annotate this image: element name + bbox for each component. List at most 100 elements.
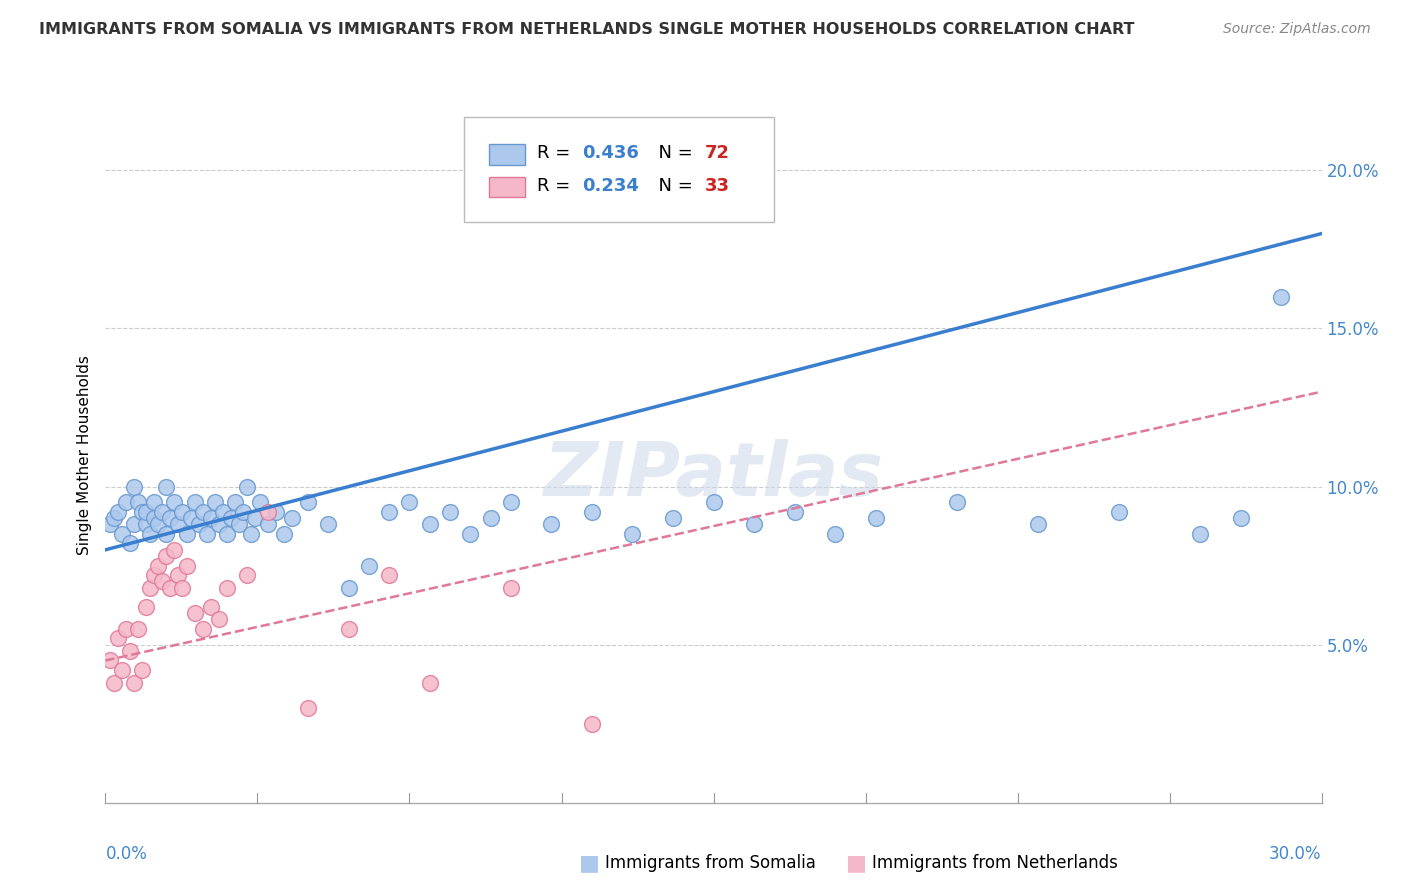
FancyBboxPatch shape — [488, 177, 524, 197]
Point — [183, 606, 205, 620]
Point — [273, 527, 295, 541]
Point — [281, 511, 304, 525]
Point — [212, 505, 235, 519]
Point — [172, 505, 194, 519]
Point — [103, 675, 125, 690]
Point — [167, 517, 190, 532]
Point — [122, 517, 145, 532]
Point — [702, 495, 725, 509]
Point — [118, 536, 141, 550]
Point — [150, 505, 173, 519]
Text: ■: ■ — [846, 854, 868, 873]
Point — [1108, 505, 1130, 519]
Point — [107, 632, 129, 646]
Point — [159, 581, 181, 595]
Point — [581, 505, 603, 519]
Y-axis label: Single Mother Households: Single Mother Households — [76, 355, 91, 555]
Point — [337, 581, 360, 595]
Point — [204, 495, 226, 509]
Point — [176, 527, 198, 541]
Point — [540, 517, 562, 532]
Point — [139, 581, 162, 595]
Point — [159, 511, 181, 525]
Point — [398, 495, 420, 509]
Text: N =: N = — [647, 177, 699, 194]
Point — [122, 675, 145, 690]
Point — [114, 622, 136, 636]
Point — [143, 511, 166, 525]
Point — [256, 517, 278, 532]
Point — [824, 527, 846, 541]
FancyBboxPatch shape — [464, 118, 775, 222]
Point — [217, 581, 239, 595]
Point — [232, 505, 254, 519]
Text: Immigrants from Netherlands: Immigrants from Netherlands — [872, 855, 1118, 872]
Point — [163, 495, 186, 509]
Point — [249, 495, 271, 509]
Point — [180, 511, 202, 525]
Point — [419, 675, 441, 690]
Point — [118, 644, 141, 658]
Text: IMMIGRANTS FROM SOMALIA VS IMMIGRANTS FROM NETHERLANDS SINGLE MOTHER HOUSEHOLDS : IMMIGRANTS FROM SOMALIA VS IMMIGRANTS FR… — [39, 22, 1135, 37]
Point — [208, 612, 231, 626]
Text: 0.0%: 0.0% — [105, 845, 148, 863]
Text: R =: R = — [537, 144, 576, 162]
Point — [131, 663, 153, 677]
Point — [581, 716, 603, 731]
Text: 0.234: 0.234 — [582, 177, 640, 194]
Text: ZIPatlas: ZIPatlas — [544, 439, 883, 512]
Point — [357, 558, 380, 573]
Point — [297, 701, 319, 715]
Point — [135, 599, 157, 614]
Point — [107, 505, 129, 519]
Point — [155, 479, 177, 493]
Text: 33: 33 — [704, 177, 730, 194]
Point — [499, 495, 522, 509]
Point — [208, 517, 231, 532]
Point — [1270, 290, 1292, 304]
Point — [195, 527, 218, 541]
Text: N =: N = — [647, 144, 699, 162]
Point — [191, 622, 214, 636]
Point — [114, 495, 136, 509]
Point — [479, 511, 502, 525]
Point — [783, 505, 806, 519]
Point — [135, 505, 157, 519]
Point — [146, 517, 169, 532]
Point — [297, 495, 319, 509]
Point — [499, 581, 522, 595]
Point — [98, 517, 121, 532]
Point — [163, 542, 186, 557]
Point — [378, 568, 401, 582]
Point — [458, 527, 481, 541]
Point — [256, 505, 278, 519]
Point — [187, 517, 209, 532]
Text: ■: ■ — [579, 854, 600, 873]
Point — [378, 505, 401, 519]
Point — [122, 479, 145, 493]
Point — [621, 527, 644, 541]
Text: Immigrants from Somalia: Immigrants from Somalia — [605, 855, 815, 872]
Point — [127, 495, 149, 509]
Point — [439, 505, 461, 519]
Point — [183, 495, 205, 509]
Text: R =: R = — [537, 177, 576, 194]
Point — [945, 495, 967, 509]
Point — [1229, 511, 1251, 525]
Point — [662, 511, 685, 525]
Point — [228, 517, 250, 532]
Text: 0.436: 0.436 — [582, 144, 640, 162]
Point — [176, 558, 198, 573]
Point — [264, 505, 287, 519]
Point — [103, 511, 125, 525]
Text: 30.0%: 30.0% — [1270, 845, 1322, 863]
Text: 72: 72 — [704, 144, 730, 162]
Point — [240, 527, 263, 541]
Point — [224, 495, 246, 509]
Point — [150, 574, 173, 589]
Point — [155, 527, 177, 541]
Point — [742, 517, 765, 532]
Point — [98, 653, 121, 667]
Point — [111, 527, 134, 541]
Point — [236, 568, 259, 582]
